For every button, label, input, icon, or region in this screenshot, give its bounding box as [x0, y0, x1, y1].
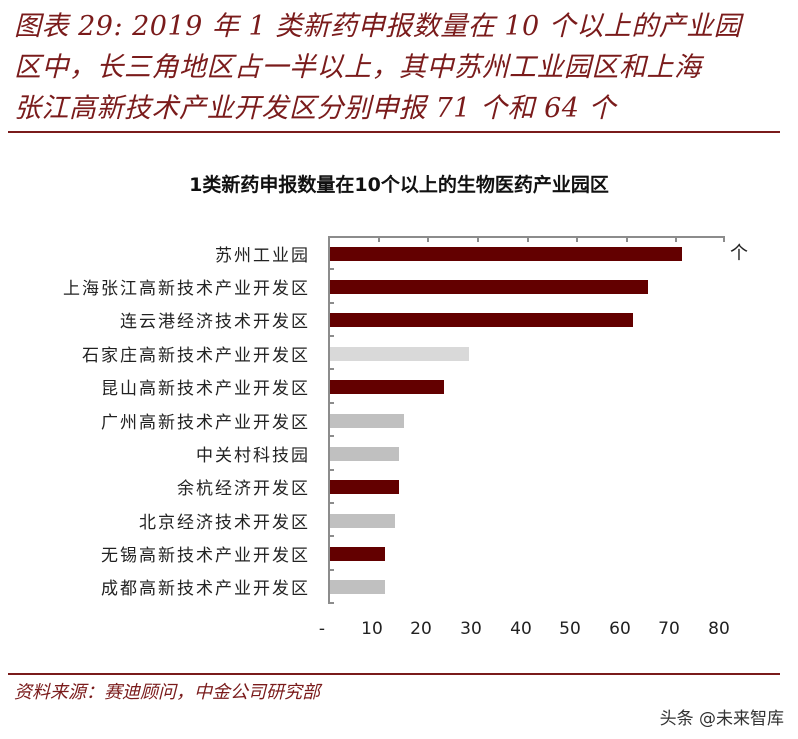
bar — [330, 414, 404, 428]
bar — [330, 547, 385, 561]
watermark: 头条 @未来智库 — [659, 709, 784, 729]
x-tick-mark — [427, 236, 429, 242]
category-label: 石家庄高新技术产业开发区 — [82, 346, 310, 366]
y-tick-mark — [328, 569, 334, 571]
y-tick-mark — [328, 469, 334, 471]
top-divider — [8, 131, 780, 133]
x-tick-mark — [675, 236, 677, 242]
caption-line-2: 区中，长三角地区占一半以上，其中苏州工业园区和上海 — [14, 52, 702, 83]
y-tick-mark — [328, 602, 334, 604]
x-tick-label: 50 — [559, 619, 581, 639]
y-tick-mark — [328, 435, 334, 437]
bar — [330, 347, 469, 361]
category-label: 连云港经济技术开发区 — [120, 312, 310, 332]
x-tick-label: 70 — [658, 619, 680, 639]
bar — [330, 380, 444, 394]
y-tick-mark — [328, 402, 334, 404]
y-axis-line — [328, 236, 330, 603]
source-note: 资料来源：赛迪顾问，中金公司研究部 — [14, 682, 320, 703]
category-label: 无锡高新技术产业开发区 — [101, 546, 310, 566]
y-tick-mark — [328, 368, 334, 370]
x-tick-mark — [723, 236, 725, 242]
unit-label: 个 — [730, 243, 748, 264]
x-tick-label: 80 — [708, 619, 730, 639]
x-tick-label: 20 — [410, 619, 432, 639]
x-axis-line — [328, 236, 725, 238]
category-label: 成都高新技术产业开发区 — [101, 579, 310, 599]
y-tick-mark — [328, 535, 334, 537]
y-tick-mark — [328, 268, 334, 270]
category-label: 中关村科技园 — [196, 446, 310, 466]
bar — [330, 247, 682, 261]
category-label: 广州高新技术产业开发区 — [101, 413, 310, 433]
x-tick-label: 10 — [361, 619, 383, 639]
bar — [330, 514, 395, 528]
category-label: 上海张江高新技术产业开发区 — [63, 279, 310, 299]
bar — [330, 447, 399, 461]
plot-area — [328, 236, 725, 604]
x-tick-mark — [576, 236, 578, 242]
x-tick-mark — [378, 236, 380, 242]
x-tick-mark — [477, 236, 479, 242]
x-tick-label: - — [318, 619, 326, 639]
x-tick-label: 30 — [460, 619, 482, 639]
y-tick-mark — [328, 335, 334, 337]
bar — [330, 313, 633, 327]
bar — [330, 580, 385, 594]
figure-caption: 图表 29: 2019 年 1 类新药申报数量在 10 个以上的产业园 区中，长… — [14, 6, 784, 129]
caption-line-1: 图表 29: 2019 年 1 类新药申报数量在 10 个以上的产业园 — [14, 11, 742, 42]
y-tick-mark — [328, 502, 334, 504]
x-tick-mark — [626, 236, 628, 242]
y-tick-mark — [328, 302, 334, 304]
bar — [330, 280, 648, 294]
x-tick-mark — [527, 236, 529, 242]
x-tick-label: 60 — [609, 619, 631, 639]
bar — [330, 480, 399, 494]
category-label: 北京经济技术开发区 — [139, 513, 310, 533]
chart-title: 1类新药申报数量在10个以上的生物医药产业园区 — [189, 174, 609, 196]
x-tick-label: 40 — [510, 619, 532, 639]
category-label: 苏州工业园 — [215, 246, 310, 266]
category-label: 余杭经济开发区 — [177, 479, 310, 499]
category-label: 昆山高新技术产业开发区 — [101, 379, 310, 399]
caption-line-3: 张江高新技术产业开发区分别申报 71 个和 64 个 — [14, 93, 617, 124]
bottom-divider — [8, 673, 780, 675]
